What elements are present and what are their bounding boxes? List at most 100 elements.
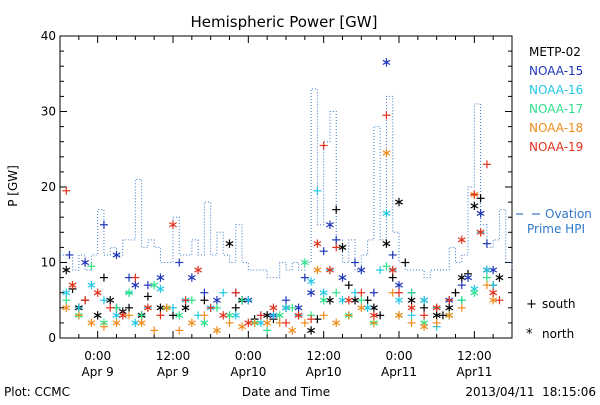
noaa-15-point (457, 281, 466, 290)
noaa-19-point (325, 265, 334, 275)
noaa-18-point (137, 318, 146, 328)
star-stroke (407, 305, 416, 311)
noaa-18-point (313, 265, 322, 275)
noaa-19-point (395, 288, 403, 297)
metp-02-point (401, 258, 410, 267)
star-stroke (131, 320, 140, 326)
star-stroke (420, 324, 429, 330)
legend-series-label: NOAA-18 (529, 121, 583, 135)
metp-02-point (106, 296, 115, 305)
noaa-17-point (125, 288, 134, 297)
noaa-17-point (300, 258, 309, 267)
noaa-18-point (457, 303, 466, 312)
metp-02-point (432, 311, 441, 320)
metp-02-point (99, 273, 108, 282)
star-stroke (319, 290, 328, 296)
star-stroke (263, 312, 272, 318)
noaa-18-point (162, 303, 171, 312)
star-stroke (87, 320, 96, 326)
star-stroke (181, 305, 190, 311)
noaa-18-point (125, 311, 134, 320)
star-stroke (200, 320, 209, 326)
noaa-18-point (200, 311, 209, 320)
noaa-15-point (369, 288, 378, 297)
star-stroke (162, 305, 171, 311)
x-tick-time-label: 12:00 (156, 349, 191, 363)
star-stroke (231, 312, 240, 318)
noaa-18-point (420, 322, 429, 331)
noaa-16-point (363, 303, 372, 312)
metp-02-point (344, 281, 353, 290)
noaa-19-point (282, 318, 290, 327)
noaa-17-point (275, 311, 284, 320)
star-stroke (112, 320, 121, 326)
noaa-17-point (175, 311, 184, 320)
star-stroke (125, 290, 134, 296)
footer-plot-credit: Plot: CCMC (4, 385, 70, 399)
noaa-16-point (74, 303, 83, 312)
noaa-19-point (313, 239, 322, 248)
noaa-16-point (313, 186, 322, 195)
noaa-18-point (382, 148, 391, 158)
noaa-18-point (300, 318, 309, 327)
metp-02-point (470, 201, 479, 211)
noaa-18-point (212, 326, 221, 335)
noaa-15-point (212, 296, 221, 305)
noaa-16-point (407, 311, 416, 320)
noaa-15-point (65, 250, 74, 259)
noaa-19-point (294, 311, 303, 320)
star-stroke (93, 312, 102, 318)
star-stroke (87, 282, 96, 288)
star-stroke (275, 312, 284, 318)
star-stroke (294, 312, 303, 318)
star-stroke (432, 312, 441, 318)
star-stroke (395, 199, 403, 205)
x-tick-time-label: 0:00 (235, 349, 262, 363)
noaa-19-point (68, 280, 77, 290)
noaa-19-point (420, 311, 429, 320)
noaa-16-point (395, 296, 403, 305)
noaa-16-point (376, 266, 385, 275)
noaa-18-point (407, 318, 416, 327)
noaa-19-point (169, 220, 177, 229)
star-stroke (269, 305, 278, 311)
noaa-19-point (206, 303, 215, 312)
x-tick-date-label: Apr11 (456, 365, 492, 379)
star-stroke (388, 267, 397, 273)
noaa-18-point (319, 311, 328, 320)
star-stroke (212, 327, 221, 334)
noaa-16-point (420, 296, 429, 305)
noaa-18-point (482, 281, 491, 290)
legend: METP-02 NOAA-15 NOAA-16 NOAA-17 NOAA-18 NOAA-… (516, 45, 592, 342)
y-tick-label: 10 (41, 256, 56, 270)
noaa-19-point (457, 235, 466, 245)
star-stroke (244, 320, 253, 326)
metp-02-point (382, 239, 391, 248)
noaa-18-point (112, 318, 121, 328)
noaa-19-point (307, 315, 316, 324)
noaa-18-point (62, 303, 71, 312)
noaa-17-point (62, 296, 71, 305)
metp-02-point (307, 326, 316, 335)
noaa-18-point (332, 318, 341, 328)
star-stroke (482, 267, 491, 273)
noaa-18-point (99, 322, 108, 331)
noaa-17-point (407, 288, 416, 297)
metp-02-point (388, 273, 397, 282)
plot-area: 0 10 20 30 40 0:00 Apr 9 12:00 Apr 9 0:00 Apr10 12:… (41, 29, 513, 379)
noaa-15-point (338, 273, 347, 282)
noaa-17-point (200, 318, 209, 328)
metp-02-point (231, 303, 240, 312)
star-stroke (495, 274, 504, 281)
noaa-15-point (143, 281, 152, 290)
star-stroke (225, 241, 234, 247)
marker-legend-label: south (542, 297, 576, 311)
star-stroke (118, 312, 127, 318)
noaa-16-point (382, 209, 391, 218)
noaa-16-point (338, 296, 347, 305)
star-stroke (344, 297, 353, 303)
noaa-15-point (319, 247, 328, 256)
noaa-15-point (300, 273, 309, 282)
star-stroke (106, 297, 115, 303)
star-stroke (357, 267, 366, 273)
